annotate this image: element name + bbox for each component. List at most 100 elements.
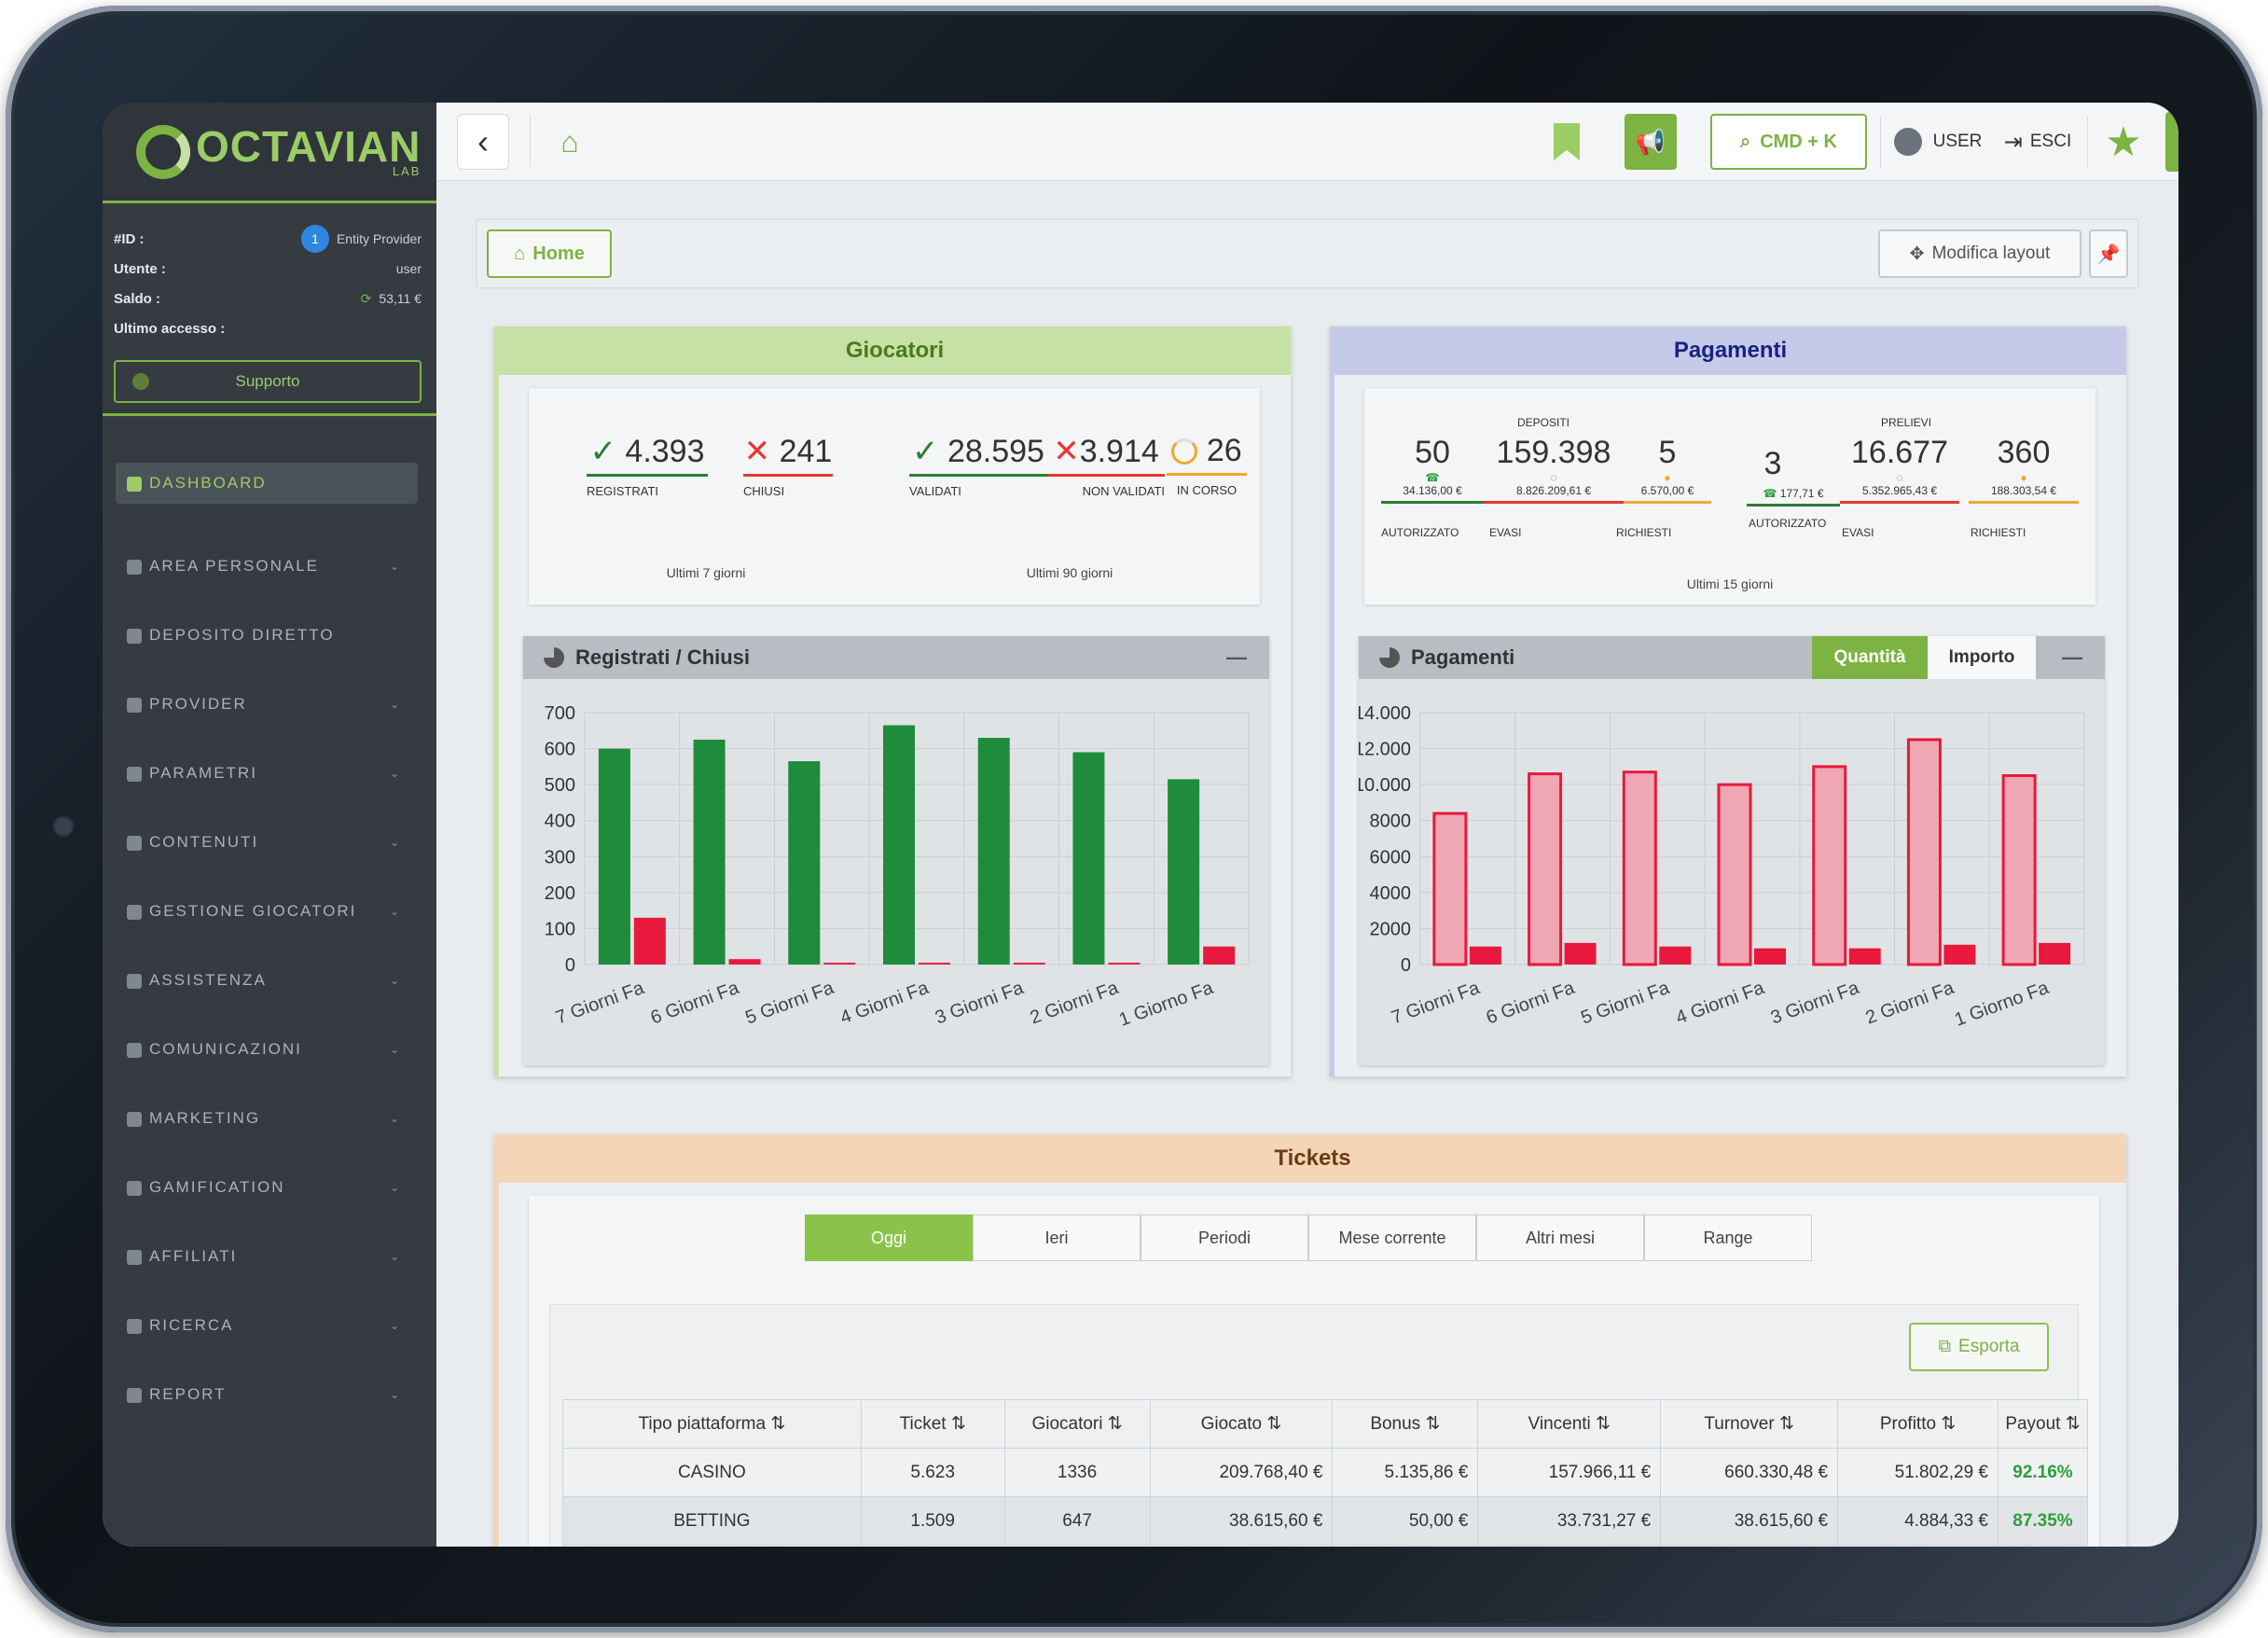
depositi-label: DEPOSITI: [1517, 416, 1570, 429]
user-menu-button[interactable]: USER: [1891, 114, 1984, 170]
sidebar-item-dashboard[interactable]: DASHBOARD: [116, 463, 418, 504]
brand-logo[interactable]: OCTAVIAN LAB: [103, 103, 436, 203]
pre-aut-line: [1747, 504, 1840, 507]
octavian-logo-icon: [136, 124, 190, 179]
prelievi-label: PRELIEVI: [1881, 416, 1932, 429]
sidebar-item-report[interactable]: REPORT ⌄: [116, 1360, 418, 1429]
dep-ric-value: 5: [1658, 435, 1677, 470]
toggle-importo[interactable]: Importo: [1928, 636, 2036, 679]
pagamenti-title: Pagamenti: [1335, 326, 2126, 375]
pre-aut-value: 3: [1763, 446, 1782, 481]
sidebar-item-provider[interactable]: PROVIDER ⌄: [116, 670, 418, 739]
dep-aut-line: [1381, 501, 1484, 504]
user-icon: ●: [2020, 471, 2027, 484]
favorites-button[interactable]: ★: [2098, 114, 2149, 170]
tab-oggi[interactable]: Oggi: [805, 1215, 973, 1261]
back-button[interactable]: ‹: [457, 114, 509, 170]
sidebar-item-comunicazioni[interactable]: COMUNICAZIONI ⌄: [116, 1015, 418, 1084]
breadcrumb: ⌂ Home ✥ Modifica layout 📌: [476, 218, 2139, 289]
table-cell: 92.16%: [1998, 1448, 2088, 1497]
bar: [883, 725, 915, 965]
tab-mese-corrente[interactable]: Mese corrente: [1308, 1215, 1476, 1261]
validati-label: VALIDATI: [909, 484, 961, 498]
period-90-days: Ultimi 90 giorni: [1026, 565, 1113, 580]
sidebar-item-gestione-giocatori[interactable]: GESTIONE GIOCATORI ⌄: [116, 877, 418, 946]
sidebar-item-ricerca[interactable]: RICERCA ⌄: [116, 1291, 418, 1360]
stat-registrati: ✓ 4.393 REGISTRATI: [587, 433, 708, 498]
in-corso-line: [1167, 473, 1247, 476]
sidebar-item-label: MARKETING: [149, 1109, 261, 1127]
table-cell: 87.35%: [1998, 1496, 2088, 1546]
table-row[interactable]: BINGO LIVE1.1901275.590,30 €510,12 €4.14…: [562, 1545, 2088, 1547]
table-cell: 1.190: [860, 1545, 1005, 1547]
bar: [693, 739, 726, 965]
bookmark-button[interactable]: [1548, 114, 1585, 170]
table-cell: 5.623: [860, 1448, 1005, 1497]
registrati-chart-box: Registrati / Chiusi — 0 100 200 300 400 500 60…: [523, 636, 1269, 1065]
dep-aut-amount: 34.136,00 €: [1403, 484, 1462, 497]
toggle-quantita[interactable]: Quantità: [1812, 636, 1928, 679]
tab-ieri[interactable]: Ieri: [973, 1215, 1141, 1261]
edit-layout-button[interactable]: ✥ Modifica layout: [1878, 229, 2081, 278]
sidebar-item-affiliati[interactable]: AFFILIATI ⌄: [116, 1222, 418, 1291]
table-cell: 510,12 €: [1332, 1545, 1479, 1547]
bar: [1013, 963, 1045, 965]
sidebar-item-marketing[interactable]: MARKETING ⌄: [116, 1084, 418, 1153]
registrati-line: [587, 474, 708, 477]
sidebar-item-label: PARAMETRI: [149, 764, 257, 782]
column-header-label: Ticket: [899, 1414, 947, 1434]
minimize-icon[interactable]: —: [2062, 645, 2082, 669]
bar: [1717, 783, 1752, 966]
tab-altri-mesi[interactable]: Altri mesi: [1476, 1215, 1644, 1261]
column-header[interactable]: Tipo piattaforma ⇅: [562, 1399, 862, 1449]
table-header-row: Tipo piattaforma ⇅ Ticket ⇅ Giocatori ⇅ Gio…: [562, 1399, 2088, 1449]
divider: [530, 116, 531, 168]
column-header[interactable]: Turnover ⇅: [1660, 1399, 1839, 1449]
column-header[interactable]: Bonus ⇅: [1332, 1399, 1479, 1449]
breadcrumb-home[interactable]: ⌂ Home: [487, 229, 612, 278]
sidebar-item-parametri[interactable]: PARAMETRI ⌄: [116, 739, 418, 808]
logout-button[interactable]: ⇥ ESCI: [1996, 114, 2080, 170]
tab-range[interactable]: Range: [1644, 1215, 1812, 1261]
id-badge: 1: [300, 225, 329, 253]
stat-non-validati: ✕3.914 NON VALIDATI: [1047, 433, 1165, 498]
column-header[interactable]: Profitto ⇅: [1837, 1399, 1998, 1449]
column-header[interactable]: Payout ⇅: [1998, 1399, 2088, 1449]
chevron-down-icon: ⌄: [389, 905, 401, 918]
support-button[interactable]: Supporto: [114, 360, 422, 403]
y-tick-label: 200: [545, 883, 575, 904]
table-row[interactable]: BETTING 1.509 647 38.615,60 €50,00 €33.731,…: [562, 1496, 2088, 1546]
sidebar-item-area-personale[interactable]: AREA PERSONALE ⌄: [116, 532, 418, 601]
refresh-icon[interactable]: ⟳: [360, 290, 372, 306]
sidebar-item-gamification[interactable]: GAMIFICATION ⌄: [116, 1153, 418, 1222]
dep-eva-value: 159.398: [1496, 435, 1611, 470]
column-header[interactable]: Giocatori ⇅: [1003, 1399, 1151, 1449]
export-button[interactable]: ⧉ Esporta: [1909, 1323, 2049, 1371]
settings-button[interactable]: ⚙: [2165, 112, 2178, 172]
table-row[interactable]: CASINO 5.623 1336 209.768,40 €5.135,86 €157…: [562, 1448, 2088, 1497]
bar: [823, 963, 856, 965]
phone-icon: ☎: [1425, 471, 1440, 484]
brand-name: OCTAVIAN: [196, 122, 422, 171]
minimize-icon[interactable]: —: [1226, 645, 1247, 669]
x-tick-label: 2 Giorni Fa: [1028, 978, 1122, 1029]
y-tick-label: 500: [545, 775, 575, 796]
home-icon[interactable]: ⌂: [560, 124, 579, 159]
y-tick-label: 4000: [1370, 883, 1412, 904]
x-tick-label: 1 Giorno Fa: [1116, 978, 1217, 1031]
pre-aut-amount: 177,71 €: [1779, 487, 1824, 500]
announcement-button[interactable]: 📢: [1625, 114, 1677, 170]
column-header[interactable]: Ticket ⇅: [860, 1399, 1005, 1449]
sidebar-item-assistenza[interactable]: ASSISTENZA ⌄: [116, 946, 418, 1015]
column-header[interactable]: Giocato ⇅: [1149, 1399, 1334, 1449]
column-header[interactable]: Vincenti ⇅: [1477, 1399, 1662, 1449]
pin-button[interactable]: 📌: [2089, 229, 2128, 278]
chevron-down-icon: ⌄: [389, 1043, 401, 1056]
saldo-value: 53,11 €: [379, 290, 422, 306]
sidebar-item-contenuti[interactable]: CONTENUTI ⌄: [116, 808, 418, 877]
sidebar-item-deposito-diretto[interactable]: DEPOSITO DIRETTO: [116, 601, 418, 670]
command-search-button[interactable]: ⌕ CMD + K: [1710, 114, 1867, 170]
tab-periodi[interactable]: Periodi: [1141, 1215, 1308, 1261]
dep-ric-line: [1624, 501, 1711, 504]
y-tick-label: 14.000: [1359, 703, 1411, 724]
